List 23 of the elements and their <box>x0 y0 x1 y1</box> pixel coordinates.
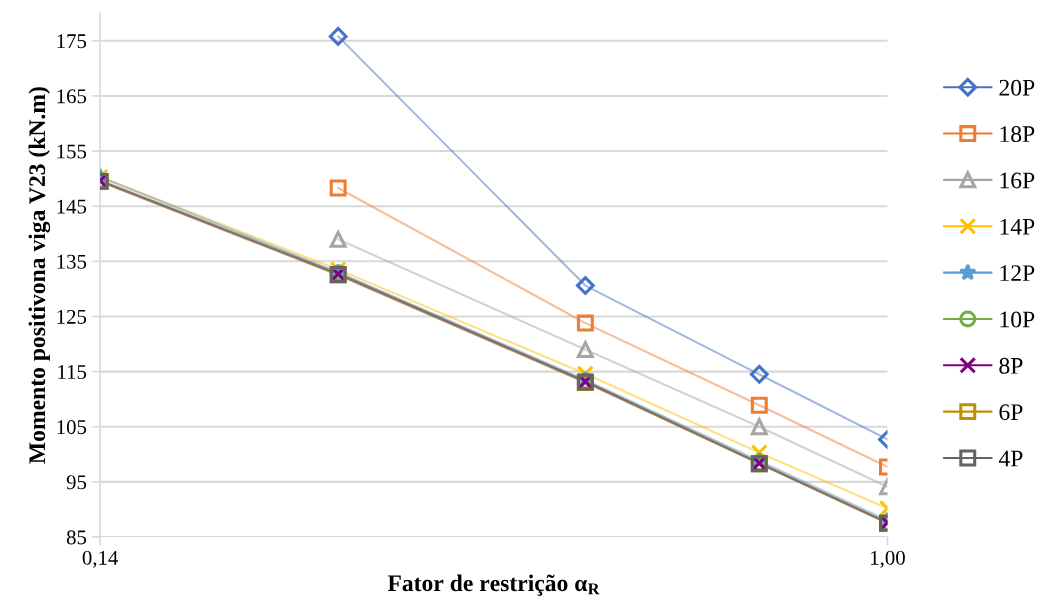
legend-label: 6P <box>999 404 1023 421</box>
legend-label: 16P <box>1000 172 1035 189</box>
y-tick-label: 135 <box>57 254 87 269</box>
legend-label: 14P <box>1000 218 1035 235</box>
y-axis-title: Momento positivona viga V23 (kN.m) <box>28 87 51 464</box>
y-tick-label: 105 <box>57 420 87 435</box>
y-tick-label: 165 <box>57 89 87 104</box>
x-axis-title: Fator de restrição α$_{R}$ <box>387 574 600 596</box>
y-tick-label: 115 <box>58 365 87 380</box>
legend-label: 4P <box>998 450 1023 467</box>
legend-label: 20P <box>999 79 1035 96</box>
y-tick-label: 125 <box>57 309 87 324</box>
legend-label: 10P <box>1000 311 1035 328</box>
x-tick-label: 1,00 <box>871 550 905 568</box>
x-tick-label: 0,14 <box>82 550 119 568</box>
legend-label: 18P <box>1000 126 1035 143</box>
y-tick-label: 145 <box>57 199 87 214</box>
legend-label: 12P <box>1000 265 1035 281</box>
y-tick-label: 95 <box>66 475 87 490</box>
y-tick-label: 155 <box>57 144 87 159</box>
legend-label: 8P <box>999 357 1023 374</box>
y-tick-label: 85 <box>66 530 87 545</box>
y-tick-label: 175 <box>57 34 87 49</box>
